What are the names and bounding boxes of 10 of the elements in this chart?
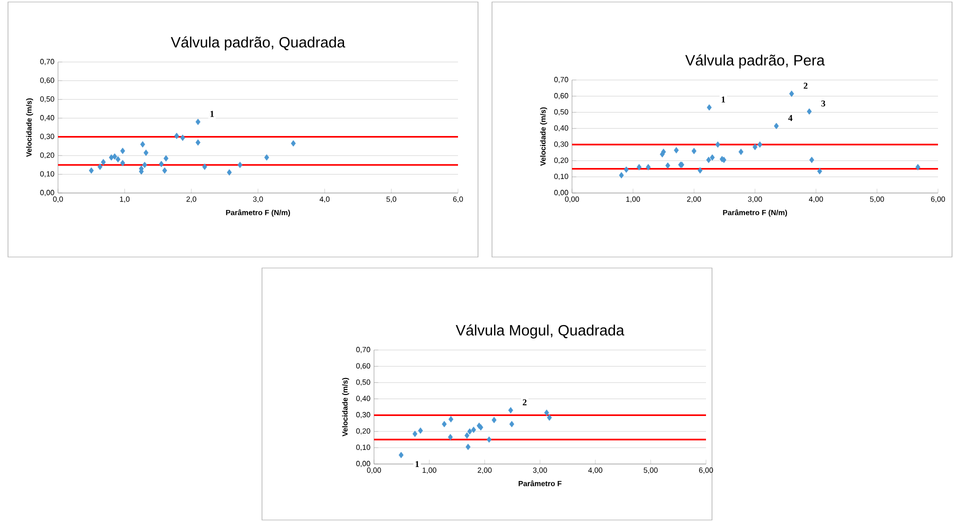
chart-title: Válvula Mogul, Quadrada xyxy=(456,324,624,338)
annotation: 1 xyxy=(416,461,419,467)
chart-title: Válvula padrão, Quadrada xyxy=(170,36,346,50)
annotation: 3 xyxy=(821,100,826,106)
annotation: 2 xyxy=(522,399,527,406)
annotation: 4 xyxy=(788,115,792,121)
annotation: 1 xyxy=(210,110,214,117)
annotation: 2 xyxy=(804,82,808,89)
annotation: 1 xyxy=(722,96,726,102)
chart-title: Válvula padrão, Pera xyxy=(685,54,825,68)
